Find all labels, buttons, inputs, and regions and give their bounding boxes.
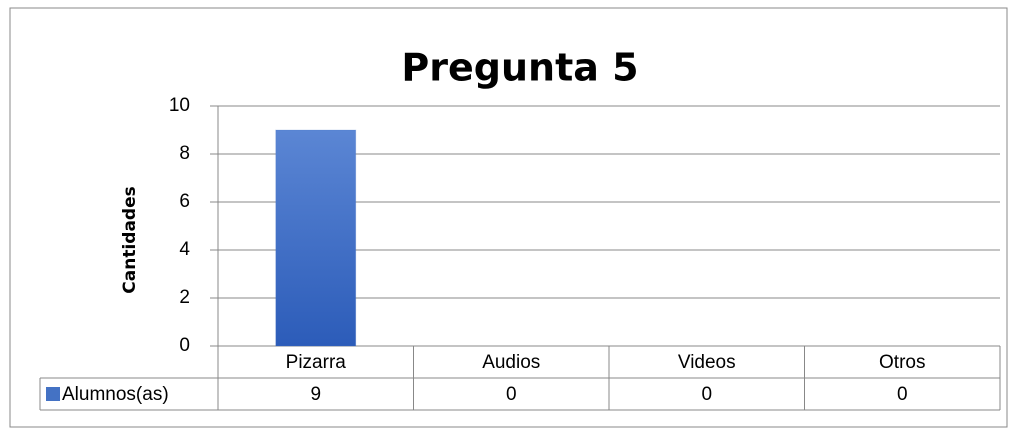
table-value: 0 <box>506 384 517 405</box>
table-value: 9 <box>310 384 321 405</box>
chart-title: Pregunta 5 <box>401 46 638 90</box>
table-value: 0 <box>897 384 908 405</box>
legend-label: Alumnos(as) <box>62 384 169 405</box>
chart-border <box>9 7 1008 428</box>
x-tick-label: Videos <box>678 352 736 373</box>
bar <box>275 129 357 347</box>
x-tick-label: Otros <box>879 352 925 373</box>
legend-swatch <box>46 387 60 401</box>
y-tick-label: 4 <box>179 239 190 260</box>
table-value: 0 <box>701 384 712 405</box>
y-tick-label: 8 <box>179 143 190 164</box>
y-tick-label: 6 <box>179 191 190 212</box>
y-tick-label: 0 <box>179 335 190 356</box>
y-tick-label: 10 <box>169 95 190 116</box>
x-tick-label: Audios <box>482 352 540 373</box>
y-tick-label: 2 <box>179 287 190 308</box>
y-axis-title: Cantidades <box>120 186 140 293</box>
x-tick-label: Pizarra <box>286 352 347 373</box>
